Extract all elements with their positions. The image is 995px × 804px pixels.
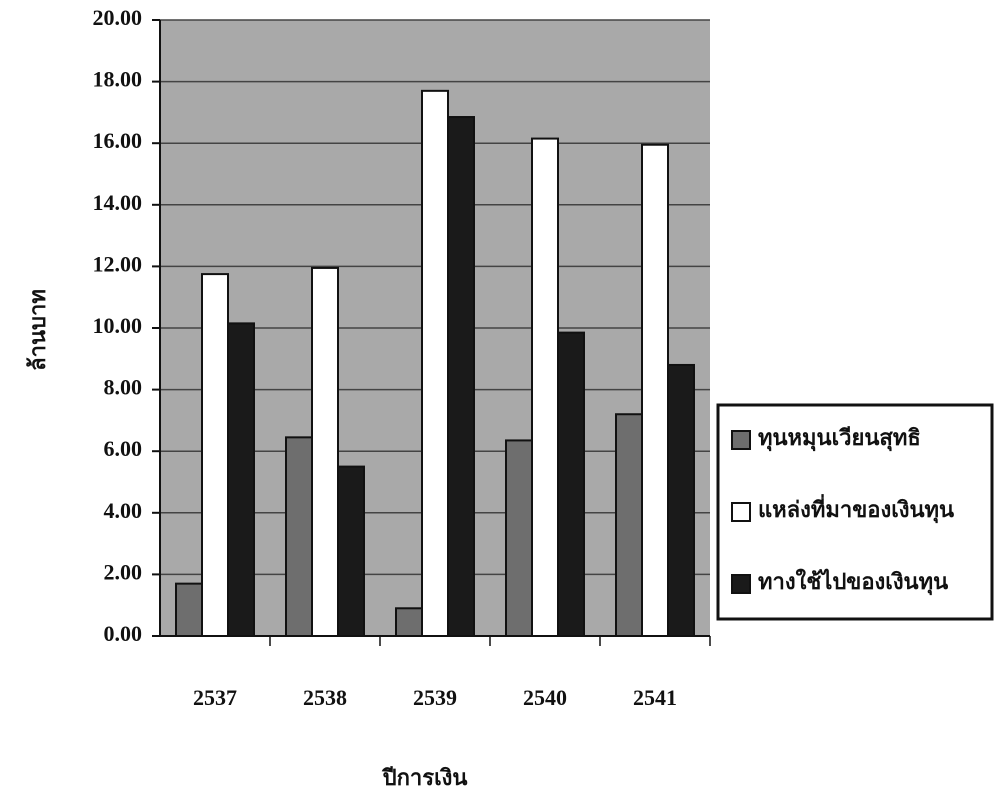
x-tick-label: 2537 xyxy=(193,685,237,710)
legend-box xyxy=(716,403,994,621)
y-tick-label: 20.00 xyxy=(93,5,143,30)
y-tick-label: 18.00 xyxy=(93,67,143,92)
bar xyxy=(201,273,229,637)
bar xyxy=(531,137,559,638)
bar xyxy=(175,582,203,638)
legend-label: แหล่งที่มาของเงินทุน xyxy=(758,493,954,524)
y-tick-label: 0.00 xyxy=(104,621,143,646)
y-axis-title: ล้านบาท xyxy=(25,289,50,371)
bar xyxy=(285,436,313,637)
bar xyxy=(615,413,643,637)
x-tick-label: 2539 xyxy=(413,685,457,710)
y-tick-label: 16.00 xyxy=(93,128,143,153)
x-tick-label: 2541 xyxy=(633,685,677,710)
y-tick-label: 6.00 xyxy=(104,436,143,461)
y-tick-label: 2.00 xyxy=(104,559,143,584)
bar xyxy=(395,607,423,638)
bar xyxy=(421,89,449,637)
y-tick-label: 8.00 xyxy=(104,375,143,400)
legend-label: ทุนหมุนเวียนสุทธิ xyxy=(758,425,921,452)
legend-label: ทางใช้ไปของเงินทุน xyxy=(758,568,948,596)
legend-swatch xyxy=(731,430,751,450)
y-tick-label: 4.00 xyxy=(104,498,143,523)
bar xyxy=(227,322,255,637)
bar xyxy=(641,143,669,638)
bar xyxy=(557,331,585,637)
y-tick-label: 12.00 xyxy=(93,251,143,276)
bar xyxy=(505,439,533,638)
y-tick-label: 10.00 xyxy=(93,313,143,338)
legend-swatch xyxy=(731,574,751,594)
bar xyxy=(667,363,695,637)
bar xyxy=(311,266,339,637)
bar xyxy=(447,116,475,637)
legend-swatch xyxy=(731,502,751,522)
x-tick-label: 2538 xyxy=(303,685,347,710)
bar xyxy=(337,465,365,637)
x-axis-title: ปีการเงิน xyxy=(381,765,467,790)
x-tick-label: 2540 xyxy=(523,685,567,710)
y-tick-label: 14.00 xyxy=(93,190,143,215)
